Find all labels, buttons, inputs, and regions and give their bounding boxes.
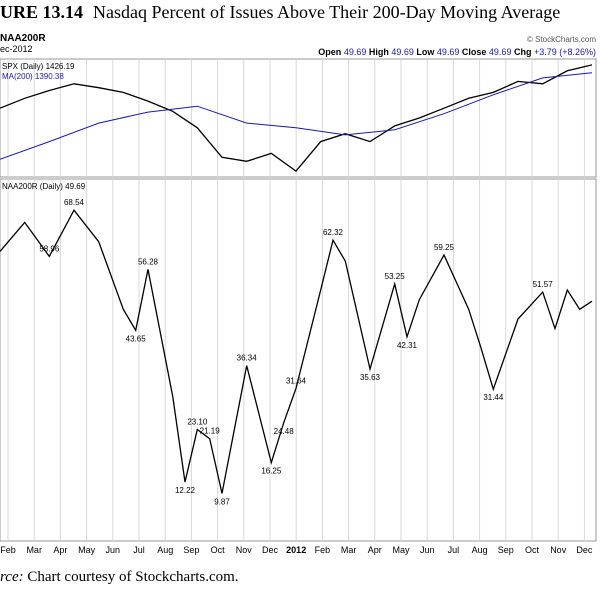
- chart-body: Feb Mar Apr May Jun Jul Aug Sep Oct Nov Dec 2012 Feb…: [0, 58, 597, 555]
- data-label: 36.34: [237, 354, 258, 363]
- x-tick-label: Jun: [106, 545, 121, 555]
- quote-line: Open 49.69 High 49.69 Low 49.69 Close 49…: [318, 47, 596, 57]
- quote-label: Chg: [511, 47, 534, 57]
- naa200r-line: [0, 209, 593, 494]
- data-label: 16.25: [261, 467, 282, 476]
- data-label: 31.44: [483, 393, 504, 402]
- data-label: 24.48: [274, 427, 295, 436]
- quote-value: 49.69: [489, 47, 512, 57]
- x-tick-label: Jul: [448, 545, 460, 555]
- lower-legend-entry: NAA200R (Daily) 49.69: [2, 182, 86, 191]
- x-tick-label: Mar: [341, 545, 357, 555]
- quote-value: +3.79 (+8.26%): [534, 47, 596, 57]
- data-label: 58.96: [39, 244, 60, 253]
- stockcharts-credit: © StockCharts.com: [527, 35, 596, 44]
- data-label: 42.31: [397, 341, 418, 350]
- data-label: 59.25: [434, 243, 455, 252]
- x-tick-label: Nov: [236, 545, 253, 555]
- figure-caption: rce: Chart courtesy of Stockcharts.com.: [0, 569, 239, 586]
- data-label: 9.87: [214, 497, 230, 506]
- quote-label: Low: [414, 47, 437, 57]
- x-tick-label: Oct: [525, 545, 540, 555]
- x-tick-label: Dec: [262, 545, 279, 555]
- caption-label: rce:: [0, 569, 24, 585]
- data-label: 43.65: [126, 334, 147, 343]
- quote-value: 49.69: [437, 47, 460, 57]
- data-label: 51.57: [533, 280, 554, 289]
- upper-legend-entry: MA(200) 1390.38: [2, 72, 64, 81]
- x-tick-label: Sep: [498, 545, 514, 555]
- x-tick-label: Feb: [315, 545, 331, 555]
- figure-title: URE 13.14 Nasdaq Percent of Issues Above …: [0, 2, 560, 23]
- chart-symbol: NAA200R: [0, 33, 46, 44]
- upper-panel-frame: [0, 58, 597, 178]
- quote-value: 49.69: [391, 47, 414, 57]
- quote-value: 49.69: [344, 47, 367, 57]
- x-tick-label: Nov: [550, 545, 567, 555]
- x-tick-label: Dec: [576, 545, 593, 555]
- x-tick-label: Oct: [211, 545, 226, 555]
- data-label: 21.19: [200, 427, 221, 436]
- data-label: 35.63: [360, 373, 381, 382]
- chart-date: ec-2012: [0, 44, 33, 54]
- x-tick-label: 2012: [286, 545, 306, 555]
- x-tick-label: Jun: [420, 545, 435, 555]
- data-label: 31.64: [286, 376, 307, 385]
- quote-label: High: [366, 47, 391, 57]
- figure-number: URE 13.14: [0, 2, 84, 22]
- spx-price-line: [0, 64, 593, 172]
- stock-chart: NAA200R ec-2012 © StockCharts.com Open 4…: [0, 27, 600, 572]
- spx-ma200-line: [0, 72, 593, 160]
- data-label: 23.10: [187, 418, 208, 427]
- lower-panel-frame: [0, 178, 597, 542]
- data-label: 12.22: [175, 486, 196, 495]
- x-tick-label: Aug: [472, 545, 488, 555]
- data-label: 68.54: [64, 198, 85, 207]
- x-tick-label: Jul: [133, 545, 145, 555]
- upper-legend-entry: SPX (Daily) 1426.19: [2, 62, 75, 71]
- quote-label: Close: [459, 47, 489, 57]
- x-tick-label: Apr: [368, 545, 382, 555]
- x-tick-label: Aug: [157, 545, 173, 555]
- x-tick-label: Mar: [26, 545, 42, 555]
- x-tick-label: Feb: [0, 545, 16, 555]
- chart-background: [0, 27, 600, 572]
- quote-label: Open: [318, 47, 344, 57]
- caption-text: Chart courtesy of Stockcharts.com.: [27, 569, 239, 585]
- figure-title-text: Nasdaq Percent of Issues Above Their 200…: [93, 2, 561, 22]
- data-label: 53.25: [385, 272, 406, 281]
- x-tick-label: Apr: [53, 545, 67, 555]
- x-tick-label: May: [392, 545, 410, 555]
- data-label: 62.32: [323, 228, 344, 237]
- data-label: 56.28: [138, 257, 159, 266]
- x-tick-label: Sep: [183, 545, 199, 555]
- x-tick-label: May: [78, 545, 96, 555]
